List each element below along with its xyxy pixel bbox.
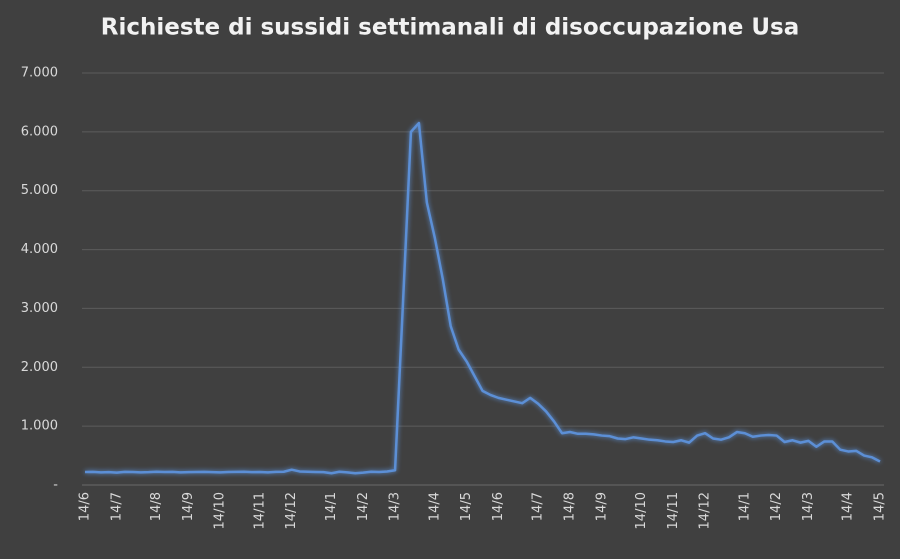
x-tick-label: 14/11 (666, 492, 681, 529)
data-line (84, 121, 881, 475)
x-tick-label: 14/6 (78, 492, 93, 521)
x-tick-label: 14/6 (491, 492, 506, 521)
x-tick-label: 14/3 (801, 492, 816, 521)
x-tick-label: 14/11 (252, 492, 267, 529)
x-tick-label: 14/10 (213, 492, 228, 529)
x-tick-label: 14/9 (594, 492, 609, 521)
x-tick-label: 14/3 (388, 492, 403, 521)
x-tick-label: 14/5 (459, 492, 474, 521)
y-tick-label: 6.000 (21, 124, 58, 139)
y-tick-label: - (53, 478, 58, 493)
x-tick-label: 14/10 (634, 492, 649, 529)
chart-title: Richieste di sussidi settimanali di diso… (101, 15, 800, 41)
y-tick-label: 7.000 (21, 66, 58, 81)
y-tick-label: 3.000 (21, 301, 58, 316)
x-tick-label: 14/12 (698, 492, 713, 529)
x-tick-label: 14/5 (873, 492, 888, 521)
x-tick-label: 14/2 (356, 492, 371, 521)
x-tick-label: 14/8 (562, 492, 577, 521)
x-tick-label: 14/2 (769, 492, 784, 521)
x-tick-label: 14/1 (737, 492, 752, 521)
x-tick-label: 14/7 (531, 492, 546, 521)
x-tick-label: 14/1 (324, 492, 339, 521)
x-tick-label: 14/12 (284, 492, 299, 529)
x-tick-label: 14/8 (149, 492, 164, 521)
x-tick-label: 14/4 (841, 492, 856, 521)
y-tick-label: 4.000 (21, 242, 58, 257)
x-tick-label: 14/7 (109, 492, 124, 521)
x-tick-label: 14/9 (181, 492, 196, 521)
y-tick-label: 5.000 (21, 183, 58, 198)
y-tick-label: 2.000 (21, 360, 58, 375)
y-tick-label: 1.000 (21, 419, 58, 434)
x-tick-label: 14/4 (427, 492, 442, 521)
